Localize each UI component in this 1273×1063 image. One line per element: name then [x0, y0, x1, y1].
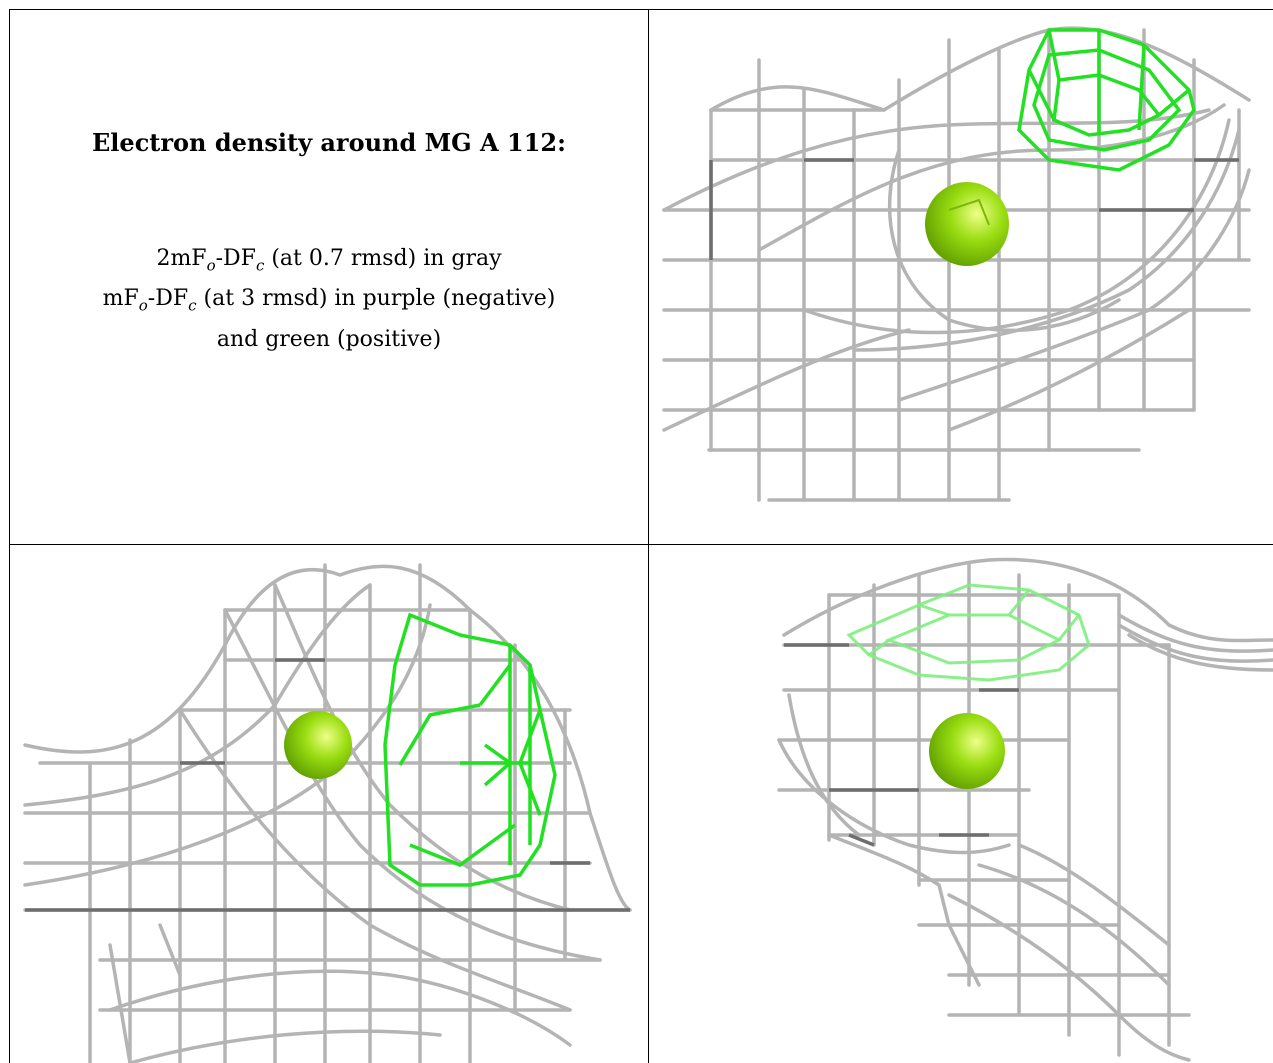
green-mesh — [383, 612, 557, 887]
density-mesh-svg — [23, 563, 632, 1063]
gray-mesh — [777, 557, 1273, 1062]
gray-mesh — [662, 26, 1251, 502]
caption-title: Electron density around MG A 112: — [92, 128, 566, 157]
caption-line-green: and green (positive) — [216, 326, 442, 352]
gray-mesh-dark — [784, 643, 1019, 847]
mg-atom-sphere — [929, 713, 1005, 789]
divider-vertical — [648, 9, 649, 1063]
mg-atom-sphere — [284, 711, 352, 779]
caption-panel: Electron density around MG A 112: 2mFo-D… — [10, 10, 648, 544]
density-mesh-svg — [662, 26, 1251, 502]
caption-lines: 2mFo-DFc (at 0.7 rmsd) in gray mFo-DFc (… — [10, 242, 648, 356]
view-top-right — [649, 10, 1273, 544]
mg-atom-sphere — [925, 182, 1009, 266]
density-mesh-svg — [777, 557, 1273, 1062]
gray-mesh-dark — [25, 658, 630, 912]
figure-frame — [9, 9, 1273, 1063]
gray-mesh-dark — [709, 158, 1239, 260]
green-mesh — [1017, 28, 1196, 172]
view-bottom-left — [10, 545, 648, 1063]
divider-horizontal — [9, 544, 1273, 545]
caption-line-mfo: mFo-DFc (at 3 rmsd) in purple (negative) — [102, 286, 556, 315]
view-bottom-right — [649, 545, 1273, 1063]
green-mesh — [846, 583, 1091, 682]
caption-line-2mfo: 2mFo-DFc (at 0.7 rmsd) in gray — [156, 246, 502, 275]
